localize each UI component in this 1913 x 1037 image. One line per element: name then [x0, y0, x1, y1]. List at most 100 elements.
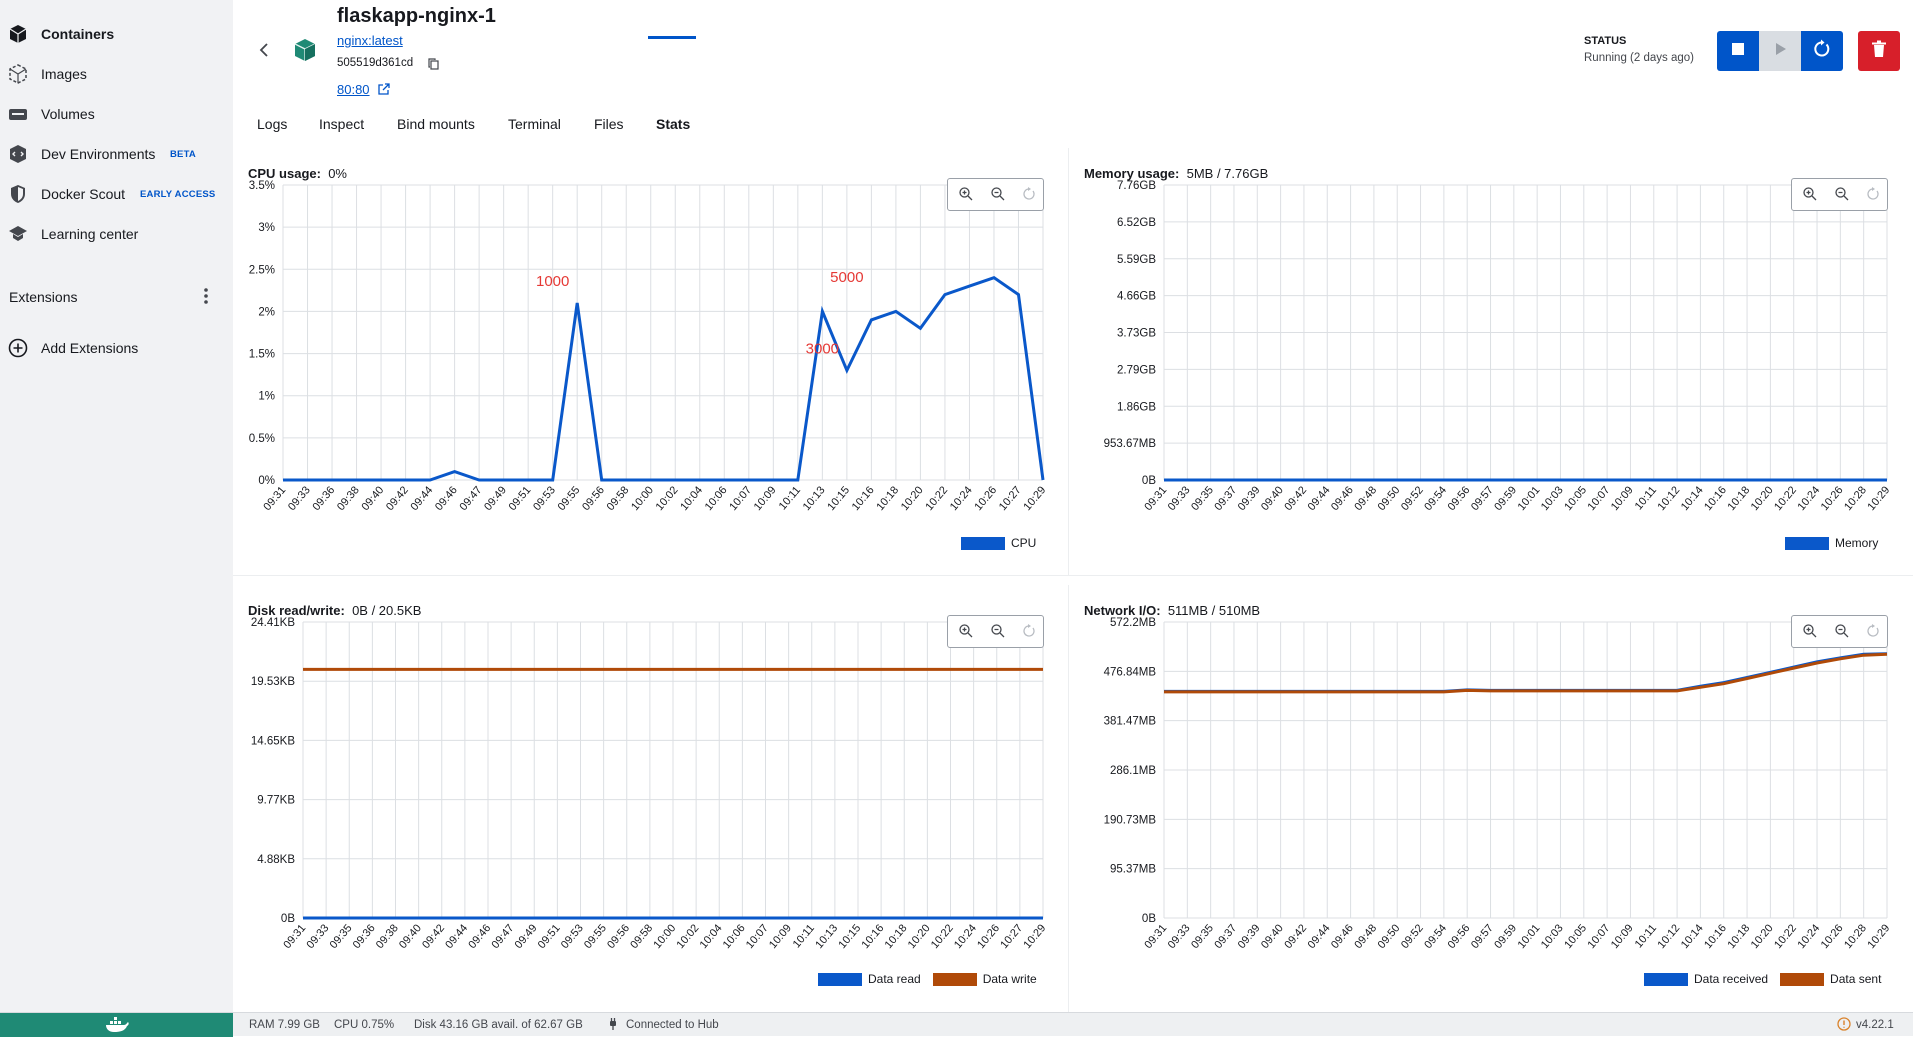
y-tick-label: 2.5% — [249, 264, 275, 276]
x-tick-label: 09:50 — [1376, 922, 1403, 951]
disk-legend: Data read Data write — [818, 972, 1037, 986]
x-tick-label: 09:39 — [1236, 484, 1263, 513]
y-tick-label: 24.41KB — [251, 617, 295, 629]
add-extensions-button[interactable]: Add Extensions — [0, 328, 233, 368]
sidebar-item-docker-scout[interactable]: Docker Scout EARLY ACCESS — [0, 174, 233, 214]
zoom-in-icon[interactable] — [958, 186, 974, 202]
legend-swatch — [818, 972, 862, 986]
x-tick-label: 10:11 — [791, 922, 817, 950]
x-tick-label: 09:33 — [305, 922, 332, 951]
x-tick-label: 09:54 — [1422, 484, 1449, 513]
x-tick-label: 10:11 — [777, 484, 803, 512]
zoom-out-icon[interactable] — [990, 186, 1006, 202]
open-external-icon[interactable] — [377, 82, 391, 96]
y-tick-label: 381.47MB — [1104, 716, 1157, 728]
x-tick-label: 09:33 — [1166, 922, 1193, 951]
legend-label: Memory — [1835, 536, 1879, 550]
x-tick-label: 09:31 — [281, 922, 308, 951]
x-tick-label: 09:42 — [1282, 922, 1309, 951]
tab-inspect[interactable]: Inspect — [319, 116, 365, 132]
copy-icon[interactable] — [427, 57, 441, 71]
sidebar-item-label: Volumes — [41, 106, 95, 122]
tab-logs[interactable]: Logs — [257, 116, 288, 132]
y-tick-label: 7.76GB — [1117, 180, 1156, 192]
y-tick-label: 1.86GB — [1117, 401, 1156, 413]
sidebar-item-images[interactable]: Images — [0, 54, 233, 94]
tab-terminal[interactable]: Terminal — [508, 116, 561, 132]
x-tick-label: 09:48 — [1352, 484, 1379, 513]
more-vert-icon[interactable] — [200, 284, 212, 308]
x-tick-label: 09:36 — [310, 484, 337, 513]
x-tick-label: 09:31 — [261, 484, 288, 513]
docker-whale-icon[interactable] — [0, 1013, 233, 1037]
tab-bind-mounts[interactable]: Bind mounts — [397, 116, 475, 132]
image-link[interactable]: nginx:latest — [337, 33, 403, 48]
network-value: 511MB / 510MB — [1167, 603, 1261, 618]
disk-value: 0B / 20.5KB — [352, 603, 422, 618]
x-tick-label: 10:28 — [1842, 922, 1869, 951]
x-tick-label: 10:09 — [1609, 922, 1636, 951]
x-tick-label: 10:18 — [874, 484, 901, 513]
tab-stats[interactable]: Stats — [656, 116, 691, 132]
zoom-in-icon[interactable] — [1802, 623, 1818, 639]
memory-legend: Memory — [1785, 536, 1878, 550]
x-tick-label: 10:18 — [1725, 922, 1752, 951]
stop-button[interactable] — [1717, 31, 1759, 71]
zoom-in-icon[interactable] — [1802, 186, 1818, 202]
volumes-icon — [6, 102, 30, 126]
x-tick-label: 09:58 — [628, 922, 655, 951]
x-tick-label: 10:24 — [1795, 484, 1822, 513]
info-icon[interactable] — [1837, 1017, 1851, 1034]
x-tick-label: 09:35 — [328, 922, 355, 951]
x-tick-label: 09:40 — [397, 922, 424, 951]
x-tick-label: 10:13 — [813, 922, 840, 951]
y-tick-label: 286.1MB — [1110, 765, 1156, 777]
cpu-legend: CPU — [961, 536, 1036, 550]
x-tick-label: 09:44 — [443, 922, 470, 951]
x-tick-label: 09:36 — [351, 922, 378, 951]
sidebar-item-containers[interactable]: Containers — [0, 14, 233, 54]
reset-zoom-icon[interactable] — [1865, 186, 1881, 202]
tab-files[interactable]: Files — [594, 116, 624, 132]
legend-swatch — [961, 536, 1005, 550]
x-tick-label: 10:16 — [850, 484, 877, 513]
zoom-out-icon[interactable] — [990, 623, 1006, 639]
x-tick-label: 09:58 — [605, 484, 632, 513]
port-link[interactable]: 80:80 — [337, 82, 370, 97]
legend-swatch — [932, 972, 977, 986]
sidebar-item-dev-environments[interactable]: Dev Environments BETA — [0, 134, 233, 174]
x-tick-label: 09:37 — [1212, 484, 1239, 513]
x-tick-label: 10:01 — [1516, 922, 1543, 951]
x-tick-label: 10:22 — [1772, 484, 1799, 513]
reset-zoom-icon[interactable] — [1021, 623, 1037, 639]
x-tick-label: 09:56 — [1446, 922, 1473, 951]
y-tick-label: 6.52GB — [1117, 217, 1156, 229]
ram-status: RAM 7.99 GB — [249, 1019, 320, 1031]
x-tick-label: 09:38 — [335, 484, 362, 513]
zoom-in-icon[interactable] — [958, 623, 974, 639]
sidebar-item-label: Learning center — [41, 226, 139, 242]
disk-title: Disk read/write: — [248, 603, 345, 618]
zoom-out-icon[interactable] — [1834, 623, 1850, 639]
annotation-label: 3000 — [806, 341, 839, 358]
sidebar-item-volumes[interactable]: Volumes — [0, 94, 233, 134]
back-arrow-icon[interactable] — [255, 40, 275, 60]
restart-button[interactable] — [1801, 31, 1843, 71]
x-tick-label: 09:46 — [1329, 484, 1356, 513]
status-bar: RAM 7.99 GB CPU 0.75% Disk 43.16 GB avai… — [0, 1012, 1913, 1037]
delete-button[interactable] — [1858, 31, 1900, 71]
x-tick-label: 10:00 — [651, 922, 678, 951]
x-tick-label: 10:22 — [923, 484, 950, 513]
reset-zoom-icon[interactable] — [1021, 186, 1037, 202]
sidebar-item-learning-center[interactable]: Learning center — [0, 214, 233, 254]
disk-panel: Disk read/write: 0B / 20.5KB 24.41KB 19.5… — [233, 585, 1069, 1012]
zoom-out-icon[interactable] — [1834, 186, 1850, 202]
disk-status: Disk 43.16 GB avail. of 62.67 GB — [414, 1019, 583, 1031]
active-tab-indicator — [648, 36, 696, 39]
reset-zoom-icon[interactable] — [1865, 623, 1881, 639]
x-tick-label: 10:09 — [1609, 484, 1636, 513]
x-tick-label: 09:46 — [433, 484, 460, 513]
zoom-toolbar — [947, 178, 1044, 211]
start-button[interactable] — [1759, 31, 1801, 71]
y-tick-label: 4.88KB — [257, 854, 295, 866]
